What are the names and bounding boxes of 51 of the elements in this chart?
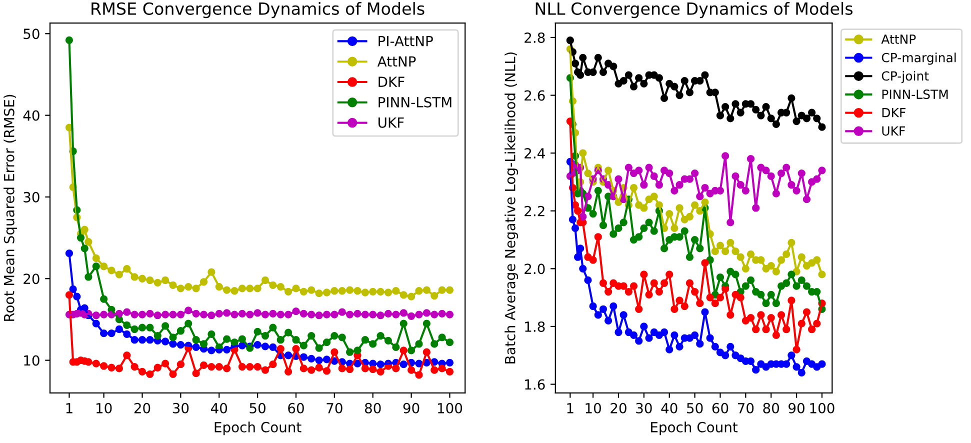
x-tick-label: 10: [96, 402, 112, 414]
y-tick-label: 1.6: [525, 379, 545, 390]
x-axis-title: Epoch Count: [214, 422, 302, 436]
x-tick-label: 50: [687, 402, 703, 414]
y-tick-label: 40: [23, 110, 40, 121]
x-tick-label: 100: [438, 402, 462, 414]
x-tick-label: 80: [364, 402, 381, 414]
y-tick-label: 2.2: [524, 206, 544, 216]
y-tick-label: 2.8: [524, 32, 545, 43]
legend-label: PI-AttNP: [378, 36, 433, 46]
legend-label: AttNP: [881, 34, 916, 44]
y-tick-label: 20: [24, 274, 40, 284]
x-tick-label: 50: [250, 402, 266, 414]
legend-label: AttNP: [377, 56, 416, 66]
y-tick-label: 1.8: [525, 321, 545, 332]
legend-label: DKF: [882, 108, 906, 118]
x-tick-label: 30: [636, 402, 652, 414]
chart-title: RMSE Convergence Dynamics of Models: [92, 2, 424, 18]
legend-label: PINN-LSTM: [378, 96, 452, 108]
y-tick-label: 2.0: [524, 264, 545, 274]
legend-label: PINN-LSTM: [882, 90, 948, 100]
legend-label: UKF: [378, 118, 404, 128]
x-tick-label: 40: [661, 402, 678, 414]
chart-title: NLL Convergence Dynamics of Models: [536, 2, 853, 18]
x-tick-label: 70: [326, 402, 342, 414]
x-tick-label: 40: [210, 402, 228, 414]
x-tick-label: 1: [66, 403, 72, 414]
y-tick-label: 2.4: [524, 148, 545, 158]
x-axis-title: Epoch Count: [651, 422, 738, 436]
y-tick-label: 30: [24, 192, 40, 202]
x-tick-label: 90: [403, 402, 420, 414]
x-tick-label: 90: [788, 402, 804, 414]
legend-label: UKF: [882, 126, 905, 136]
y-tick-label: 10: [24, 355, 40, 366]
legend-label: CP-marginal: [882, 52, 956, 65]
x-tick-label: 20: [610, 402, 626, 414]
x-tick-label: 1: [567, 403, 574, 414]
y-axis-title: Root Mean Squared Error (RMSE): [4, 94, 18, 321]
legend-label: DKF: [378, 76, 404, 87]
x-tick-label: 60: [288, 402, 304, 414]
y-tick-label: 2.6: [524, 90, 545, 101]
x-tick-label: 30: [172, 402, 189, 414]
legend-label: CP-joint: [882, 70, 929, 84]
x-tick-label: 20: [134, 402, 150, 414]
x-tick-label: 80: [763, 402, 780, 414]
x-tick-label: 70: [738, 402, 754, 414]
y-tick-label: 50: [24, 28, 40, 40]
x-tick-label: 60: [712, 402, 728, 414]
x-tick-label: 10: [586, 402, 601, 414]
y-axis-title: Batch Average Negative Log-Likelihood (NLL): [504, 52, 518, 364]
x-tick-label: 100: [810, 402, 834, 414]
